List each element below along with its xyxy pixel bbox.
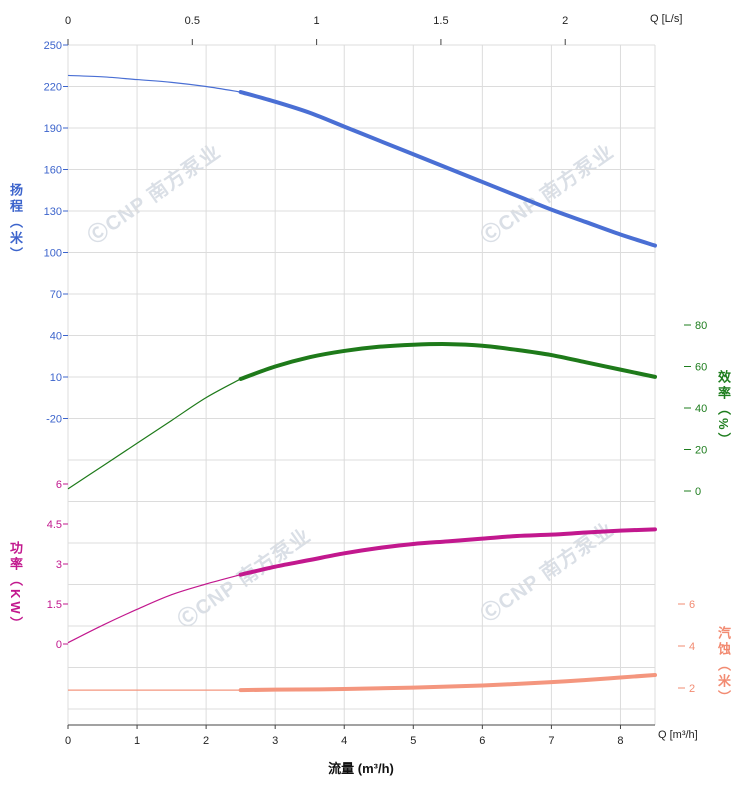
top-x-tick-label: 0.5 xyxy=(185,15,200,27)
x-tick-label: 1 xyxy=(134,735,140,747)
x-tick-label: 6 xyxy=(479,735,485,747)
head-tick-label: -20 xyxy=(46,414,62,426)
head-tick-label: 160 xyxy=(44,165,62,177)
x-tick-label: 5 xyxy=(410,735,416,747)
x-tick-label: 4 xyxy=(341,735,347,747)
head-curve-thin xyxy=(67,74,241,93)
head-tick-label: 70 xyxy=(50,289,62,301)
power-tick-label: 4.5 xyxy=(47,519,62,531)
efficiency-tick-label: 60 xyxy=(695,362,707,374)
power-curve xyxy=(238,527,657,577)
power-axis xyxy=(63,483,68,645)
head-curve xyxy=(238,90,657,248)
head-tick-label: 220 xyxy=(44,82,62,94)
bottom-x-axis-unit-label: Q [m³/h] xyxy=(658,729,698,741)
npsh-curve xyxy=(238,672,657,693)
x-tick-label: 3 xyxy=(272,735,278,747)
efficiency-curve xyxy=(238,342,657,381)
grid-lines xyxy=(67,44,656,725)
efficiency-tick-label: 40 xyxy=(695,403,707,415)
npsh-tick-label: 2 xyxy=(689,683,695,695)
power-tick-label: 0 xyxy=(56,639,62,651)
head-tick-label: 100 xyxy=(44,248,62,260)
power-curve-thin xyxy=(67,574,241,644)
x-tick-label: 7 xyxy=(548,735,554,747)
head-tick-label: 250 xyxy=(44,40,62,52)
bottom-axis xyxy=(67,724,655,729)
power-tick-label: 3 xyxy=(56,559,62,571)
top-x-tick-label: 1 xyxy=(314,15,320,27)
efficiency-tick-label: 0 xyxy=(695,486,701,498)
x-tick-label: 0 xyxy=(65,735,71,747)
head-tick-label: 40 xyxy=(50,331,62,343)
efficiency-tick-label: 80 xyxy=(695,320,707,332)
top-x-tick-label: 2 xyxy=(562,15,568,27)
npsh-axis xyxy=(678,603,685,689)
head-tick-label: 130 xyxy=(44,206,62,218)
npsh-axis-title: 汽蚀（米） xyxy=(716,626,731,706)
efficiency-axis xyxy=(684,324,691,492)
head-tick-label: 10 xyxy=(50,372,62,384)
head-axis xyxy=(63,44,68,419)
x-tick-label: 2 xyxy=(203,735,209,747)
npsh-tick-label: 6 xyxy=(689,599,695,611)
top-axis-ticks xyxy=(67,39,566,45)
top-x-axis-unit-label: Q [L/s] xyxy=(650,13,683,25)
power-axis-title: 功率（KW） xyxy=(8,541,23,633)
npsh-tick-label: 4 xyxy=(689,641,695,653)
x-axis-title: 流量 (m³/h) xyxy=(328,761,394,776)
efficiency-tick-label: 20 xyxy=(695,445,707,457)
power-tick-label: 6 xyxy=(56,479,62,491)
efficiency-curve-thin xyxy=(67,378,241,490)
top-x-tick-label: 0 xyxy=(65,15,71,27)
power-tick-label: 1.5 xyxy=(47,599,62,611)
head-axis-title: 扬程（米） xyxy=(8,183,23,263)
x-tick-label: 8 xyxy=(617,735,623,747)
efficiency-axis-title: 效率（%） xyxy=(716,370,731,449)
top-x-tick-label: 1.5 xyxy=(433,15,448,27)
head-tick-label: 190 xyxy=(44,123,62,135)
